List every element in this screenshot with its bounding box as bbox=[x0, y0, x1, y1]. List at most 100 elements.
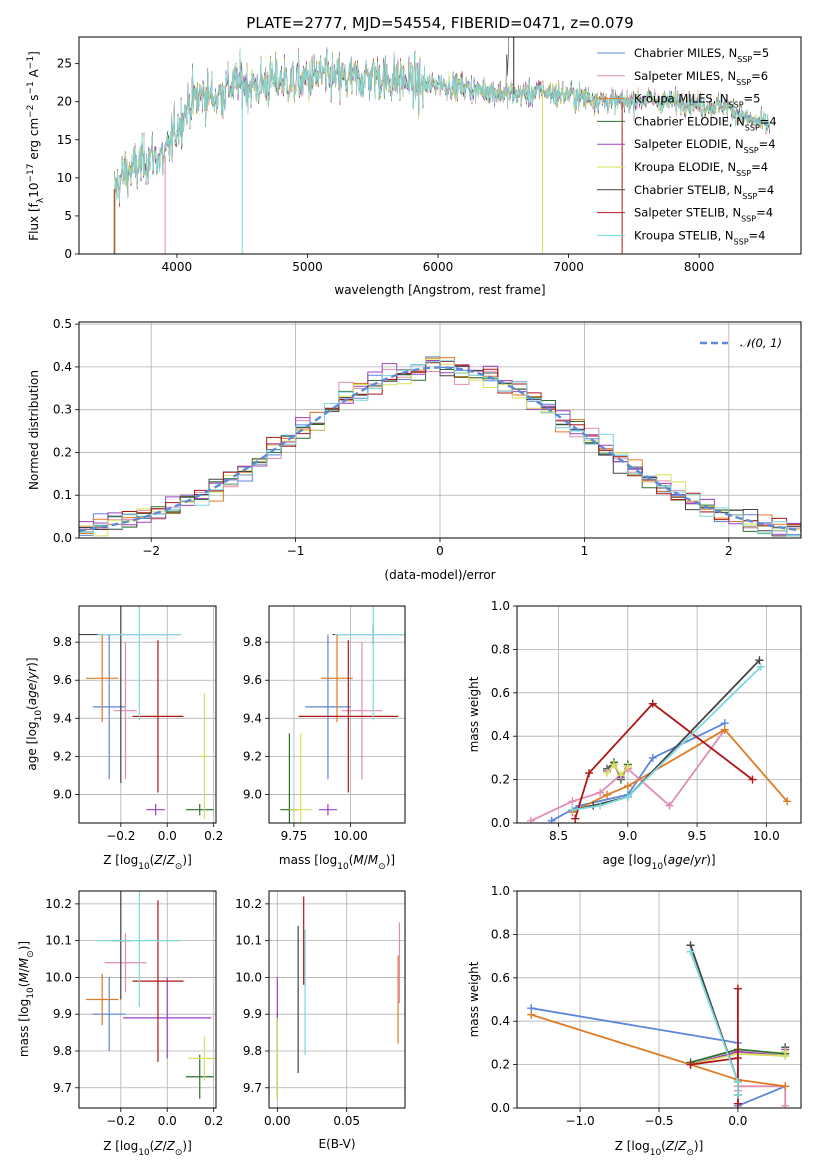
x-tick-label: 0.0 bbox=[158, 829, 177, 843]
x-tick-label: 0.2 bbox=[204, 1114, 223, 1128]
weight-marker-kroupa_stelib bbox=[756, 662, 765, 671]
y-tick-label: 9.2 bbox=[53, 749, 72, 763]
y-tick-label: 20 bbox=[57, 95, 72, 109]
y-tick-label: 9.8 bbox=[53, 1044, 72, 1058]
plot-area bbox=[269, 606, 405, 823]
y-tick-label: 9.7 bbox=[243, 1081, 262, 1095]
weight-line-kroupa_miles bbox=[530, 1013, 786, 1088]
weight-marker-kroupa_stelib bbox=[733, 1090, 742, 1099]
x-tick-label: 4000 bbox=[162, 260, 193, 274]
weight-marker-salpeter_stelib bbox=[571, 814, 580, 823]
x-axis-label: mass [log10(M/M⊙)] bbox=[279, 853, 395, 872]
legend-label: Kroupa STELIB, NSSP=4 bbox=[634, 228, 765, 246]
weight-marker-salpeter_miles bbox=[526, 816, 535, 823]
axes-frame bbox=[78, 36, 802, 255]
panel-residuals: −2 −1 0 1 2 0.0 0.1 0.2 0.3 0.4 0.5 (data-model)/er… bbox=[27, 317, 802, 582]
weight-line-kroupa_stelib bbox=[689, 951, 739, 1095]
histogram-kroupa_stelib bbox=[79, 360, 801, 537]
panel-age-vs-metallicity: −0.2 0.0 0.2 9.0 9.2 9.4 9.6 9.8 Z [log10(Z/Z⊙)]… bbox=[25, 605, 223, 872]
weight-marker-kroupa_stelib bbox=[568, 805, 577, 814]
y-tick-label: 0.3 bbox=[53, 403, 72, 417]
plot-area bbox=[517, 606, 801, 823]
x-axis-label: Z [log10(Z/Z⊙)] bbox=[615, 1139, 704, 1158]
y-tick-label: 9.2 bbox=[243, 749, 262, 763]
y-tick-label: 0.2 bbox=[491, 1058, 510, 1072]
y-tick-label: 9.8 bbox=[243, 1044, 262, 1058]
y-tick-label: 0.6 bbox=[491, 686, 510, 700]
y-axis-label: age [log10(age/yr)] bbox=[25, 657, 44, 770]
axes-frame bbox=[268, 890, 406, 1109]
y-tick-label: 10.2 bbox=[235, 897, 262, 911]
y-tick-label: 9.4 bbox=[243, 711, 262, 725]
y-tick-label: 9.0 bbox=[53, 787, 72, 801]
x-axis-label: age [log10(age/yr)] bbox=[602, 853, 715, 872]
weight-marker-chabrier_stelib bbox=[755, 656, 764, 665]
y-tick-label: 5 bbox=[64, 209, 72, 223]
x-tick-label: 7000 bbox=[553, 260, 584, 274]
panel-mass-vs-metallicity: −0.2 0.0 0.2 9.7 9.8 9.9 10.0 10.1 10.2 Z [log10(… bbox=[17, 890, 223, 1158]
x-tick-label: −1.0 bbox=[566, 1114, 595, 1128]
weight-marker-salpeter_miles bbox=[568, 797, 577, 806]
x-tick-label: 10.0 bbox=[753, 829, 780, 843]
x-tick-label: 10.00 bbox=[333, 829, 367, 843]
plot-area bbox=[113, 37, 770, 254]
x-tick-label: 1 bbox=[581, 544, 589, 558]
y-tick-label: 0.0 bbox=[491, 1101, 510, 1115]
plot-area bbox=[79, 606, 216, 823]
panel-weight-vs-metallicity: −1.0 −0.5 0.0 0.0 0.2 0.4 0.6 0.8 1.0 Z [log10(Z/… bbox=[467, 884, 802, 1158]
x-tick-label: 0.2 bbox=[204, 829, 223, 843]
x-tick-label: 9.0 bbox=[618, 829, 637, 843]
legend-label: Kroupa ELODIE, NSSP=4 bbox=[634, 160, 768, 178]
axes-frame bbox=[78, 321, 802, 539]
y-tick-label: 9.9 bbox=[243, 1007, 262, 1021]
y-tick-label: 10.2 bbox=[45, 897, 72, 911]
x-axis-label-ebv: E(B-V) bbox=[318, 1137, 355, 1151]
x-tick-label: 8000 bbox=[684, 260, 715, 274]
weight-line-salpeter_stelib bbox=[690, 988, 739, 1104]
y-tick-label: 9.8 bbox=[243, 635, 262, 649]
legend-label: Salpeter ELODIE, NSSP=4 bbox=[634, 137, 776, 155]
weight-marker-kroupa_elodie bbox=[616, 771, 625, 780]
weight-marker-salpeter_stelib bbox=[733, 984, 742, 993]
y-tick-label: 0.0 bbox=[491, 816, 510, 830]
axes-frame bbox=[78, 605, 217, 824]
y-tick-label: 9.9 bbox=[53, 1007, 72, 1021]
weight-marker-kroupa_elodie bbox=[609, 760, 618, 769]
y-tick-label: 10.1 bbox=[45, 934, 72, 948]
y-tick-label: 10.0 bbox=[235, 970, 262, 984]
x-tick-label: 9.75 bbox=[281, 829, 308, 843]
weight-marker-kroupa_stelib bbox=[733, 1077, 742, 1086]
y-tick-label: 0.4 bbox=[53, 360, 72, 374]
y-axis-label: Normed distribution bbox=[27, 370, 41, 490]
x-tick-label: 2 bbox=[725, 544, 733, 558]
weight-marker-salpeter_stelib bbox=[686, 1060, 695, 1069]
legend-label-normal: 𝒩(0, 1) bbox=[740, 336, 782, 350]
legend-label: Salpeter STELIB, NSSP=4 bbox=[634, 206, 773, 224]
y-tick-label: 0.8 bbox=[491, 642, 510, 656]
x-axis-label: wavelength [Angstrom, rest frame] bbox=[334, 283, 545, 297]
plot-area bbox=[517, 891, 801, 1108]
x-tick-label: −2 bbox=[142, 544, 160, 558]
x-tick-label: −0.2 bbox=[106, 1114, 135, 1128]
legend-label: Salpeter MILES, NSSP=6 bbox=[634, 69, 768, 87]
y-tick-label: 0.2 bbox=[53, 445, 72, 459]
axes-frame bbox=[516, 605, 802, 824]
legend-label: Kroupa MILES, NSSP=5 bbox=[634, 92, 760, 110]
weight-marker-kroupa_miles bbox=[720, 725, 729, 734]
panel-mass-vs-extinction: 0.00 0.05 9.7 9.8 9.9 10.0 10.1 10.2 bbox=[235, 890, 406, 1128]
plot-area bbox=[79, 891, 216, 1108]
axes-frame bbox=[268, 605, 406, 824]
y-tick-label: 1.0 bbox=[491, 599, 510, 613]
y-tick-label: 0.5 bbox=[53, 317, 72, 331]
y-tick-label: 10.0 bbox=[45, 970, 72, 984]
y-axis-label: mass [log10(M/M⊙)] bbox=[17, 941, 36, 1057]
weight-line-kroupa_stelib bbox=[572, 666, 762, 811]
weight-marker-salpeter_stelib bbox=[748, 775, 757, 784]
weight-marker-chabrier_miles bbox=[648, 753, 657, 762]
weight-marker-kroupa_elodie bbox=[623, 762, 632, 771]
y-tick-label: 9.4 bbox=[53, 711, 72, 725]
panel-spectrum: 4000 5000 6000 7000 8000 0 5 10 15 20 25 wavelength… bbox=[26, 36, 802, 297]
weight-marker-kroupa_miles bbox=[527, 1010, 536, 1019]
x-tick-label: −0.5 bbox=[644, 1114, 673, 1128]
